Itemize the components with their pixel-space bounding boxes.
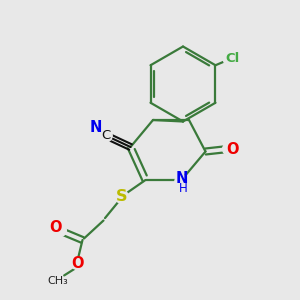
Text: CH₃: CH₃	[48, 276, 69, 286]
Text: C: C	[101, 129, 110, 142]
Circle shape	[90, 122, 102, 134]
Text: N: N	[90, 120, 102, 135]
Text: O: O	[226, 142, 239, 157]
Circle shape	[175, 175, 188, 188]
Circle shape	[115, 190, 128, 203]
Circle shape	[100, 129, 112, 142]
Circle shape	[54, 224, 66, 236]
Text: O: O	[49, 220, 62, 236]
Text: O: O	[71, 256, 83, 271]
Text: N: N	[175, 171, 188, 186]
Text: S: S	[116, 189, 127, 204]
Circle shape	[223, 50, 240, 67]
Text: Cl: Cl	[226, 52, 240, 64]
Text: H: H	[178, 182, 188, 195]
Circle shape	[71, 257, 83, 269]
Circle shape	[223, 143, 235, 155]
